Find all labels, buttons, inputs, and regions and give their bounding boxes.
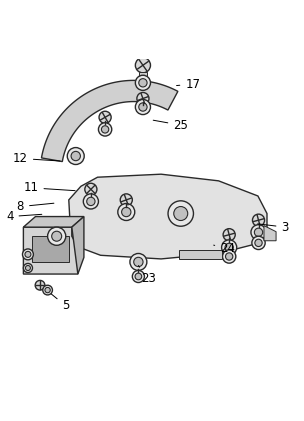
- Circle shape: [254, 228, 263, 237]
- Text: 3: 3: [258, 221, 289, 234]
- Polygon shape: [23, 227, 78, 274]
- Text: 23: 23: [138, 266, 157, 285]
- Circle shape: [120, 194, 132, 206]
- Circle shape: [252, 236, 265, 250]
- Circle shape: [251, 225, 266, 240]
- Circle shape: [222, 240, 237, 255]
- Circle shape: [52, 231, 62, 241]
- Circle shape: [135, 99, 150, 115]
- Text: 4: 4: [6, 210, 42, 223]
- Circle shape: [139, 79, 147, 87]
- Circle shape: [135, 58, 150, 73]
- Circle shape: [48, 227, 66, 245]
- Circle shape: [168, 201, 193, 226]
- Polygon shape: [41, 80, 178, 162]
- Circle shape: [45, 288, 50, 293]
- Circle shape: [98, 123, 112, 136]
- Circle shape: [102, 126, 109, 133]
- Text: 25: 25: [153, 119, 188, 132]
- Circle shape: [99, 111, 111, 123]
- Circle shape: [43, 285, 53, 295]
- Polygon shape: [72, 216, 84, 274]
- Text: 17: 17: [177, 77, 200, 91]
- Circle shape: [23, 264, 33, 272]
- Circle shape: [87, 197, 95, 205]
- Circle shape: [252, 214, 264, 226]
- Circle shape: [132, 270, 144, 282]
- Polygon shape: [69, 174, 267, 259]
- Polygon shape: [139, 72, 147, 78]
- Circle shape: [255, 239, 262, 247]
- Polygon shape: [264, 226, 276, 241]
- Circle shape: [223, 250, 236, 263]
- Circle shape: [137, 93, 149, 104]
- Circle shape: [223, 229, 235, 241]
- Circle shape: [83, 194, 98, 209]
- Text: 11: 11: [23, 181, 75, 195]
- Circle shape: [225, 243, 233, 252]
- Text: 24: 24: [214, 242, 235, 256]
- Polygon shape: [23, 216, 84, 227]
- Circle shape: [118, 203, 135, 221]
- Text: 5: 5: [51, 294, 69, 312]
- Circle shape: [226, 253, 233, 260]
- Circle shape: [134, 257, 143, 266]
- Circle shape: [135, 273, 142, 280]
- Circle shape: [26, 266, 30, 271]
- Circle shape: [135, 75, 150, 91]
- Polygon shape: [179, 250, 222, 259]
- Circle shape: [22, 249, 33, 260]
- Circle shape: [174, 207, 188, 221]
- Circle shape: [67, 147, 84, 165]
- Circle shape: [35, 280, 45, 290]
- Text: 8: 8: [17, 200, 54, 213]
- Circle shape: [122, 208, 131, 217]
- Circle shape: [71, 152, 80, 161]
- Circle shape: [139, 103, 147, 111]
- Text: 12: 12: [13, 152, 60, 165]
- Circle shape: [130, 253, 147, 270]
- Polygon shape: [33, 236, 69, 262]
- Circle shape: [25, 251, 31, 257]
- Circle shape: [85, 183, 97, 195]
